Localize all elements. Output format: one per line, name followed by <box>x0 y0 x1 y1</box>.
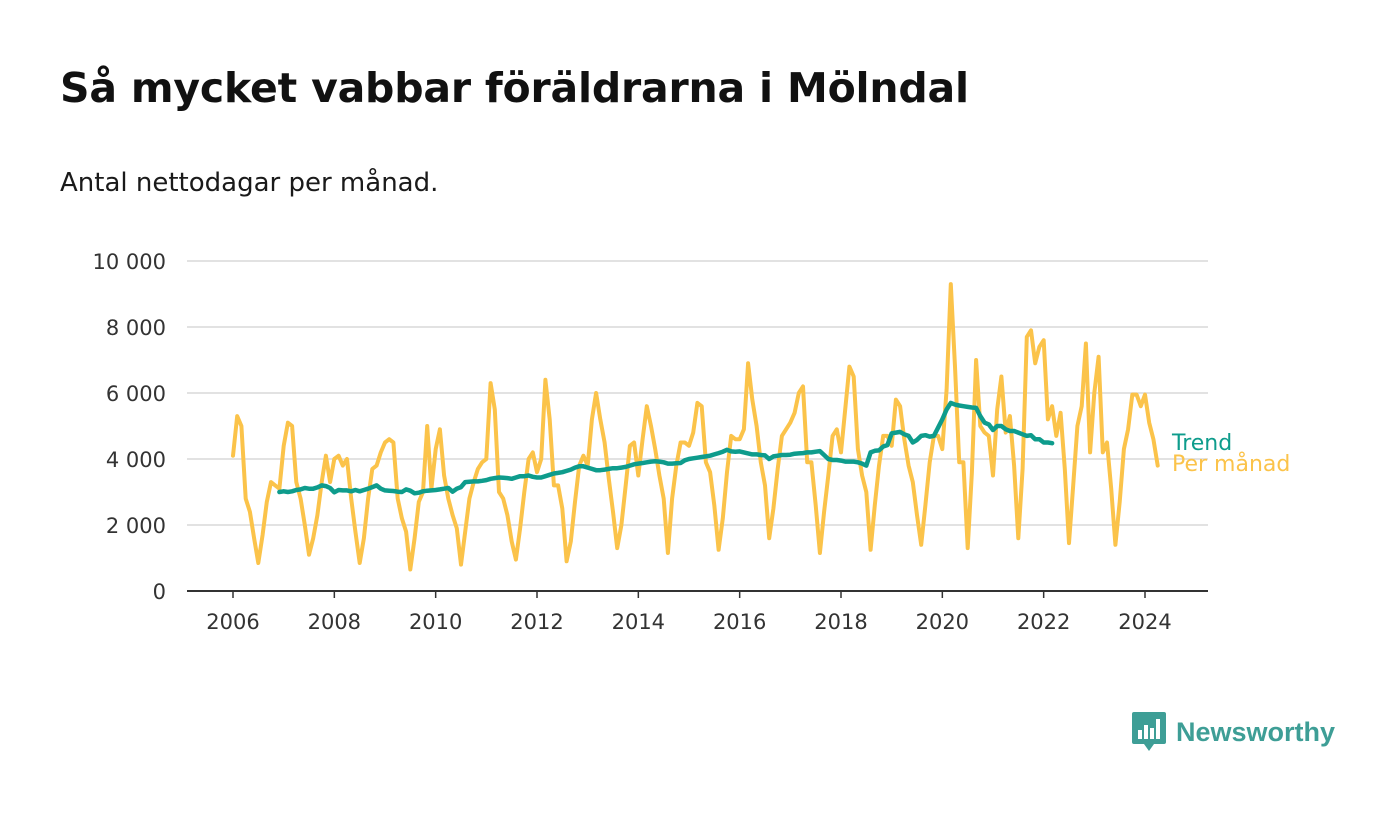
x-tick-label: 2014 <box>612 610 665 634</box>
y-tick-label: 2 000 <box>106 514 166 538</box>
y-tick-label: 6 000 <box>106 382 166 406</box>
series-label-trend: Trend <box>1171 431 1232 456</box>
newsworthy-logo-icon <box>1132 712 1166 751</box>
x-tick-label: 2024 <box>1118 610 1171 634</box>
series-line-monthly <box>231 282 1160 572</box>
series-label-monthly: Per månad <box>1172 451 1290 477</box>
grid-lines <box>187 260 1208 526</box>
chart-subtitle: Antal nettodagar per månad. <box>60 168 439 198</box>
chart-title: Så mycket vabbar föräldrarna i Mölndal <box>60 64 969 112</box>
y-tick-label: 10 000 <box>93 250 166 274</box>
x-axis-ticks: 2006 2008 2010 2012 2014 2016 2018 2020 2022 2024 <box>206 591 1172 634</box>
y-axis-ticks: 0 2 000 4 000 6 000 8 000 10 000 <box>93 250 166 604</box>
x-tick-label: 2018 <box>814 610 867 634</box>
x-tick-label: 2006 <box>206 610 259 634</box>
x-tick-label: 2022 <box>1017 610 1070 634</box>
series-group <box>231 282 1160 572</box>
y-tick-label: 4 000 <box>106 448 166 472</box>
newsworthy-logo: Newsworthy <box>1132 712 1335 752</box>
series-line-trend <box>277 400 1055 496</box>
x-tick-label: 2020 <box>916 610 969 634</box>
line-chart: 0 2 000 4 000 6 000 8 000 10 000 2006 2008 2010… <box>93 250 1291 634</box>
y-tick-label: 8 000 <box>106 316 166 340</box>
x-tick-label: 2012 <box>510 610 563 634</box>
logo-text: Newsworthy <box>1176 716 1336 747</box>
x-tick-label: 2010 <box>409 610 462 634</box>
y-tick-label: 0 <box>153 580 166 604</box>
x-tick-label: 2016 <box>713 610 766 634</box>
x-tick-label: 2008 <box>308 610 361 634</box>
